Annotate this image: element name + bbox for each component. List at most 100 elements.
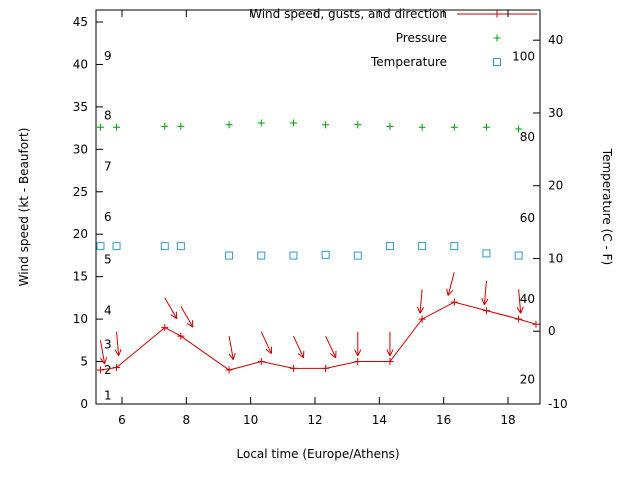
gust-arrow-head bbox=[265, 348, 272, 354]
fahrenheit-label: 40 bbox=[520, 292, 535, 306]
left-axis-title: Wind speed (kt - Beaufort) bbox=[17, 128, 31, 287]
wind-speed-point bbox=[177, 332, 185, 340]
left-tick-label: 20 bbox=[73, 227, 88, 241]
beaufort-label: 6 bbox=[104, 210, 112, 224]
legend-pressure-sample-icon bbox=[493, 34, 501, 42]
wind-speed-point bbox=[482, 307, 490, 315]
legend: Wind speed, gusts, and direction Pressur… bbox=[250, 7, 537, 69]
temperature-point bbox=[482, 249, 491, 258]
temperature-point bbox=[176, 242, 185, 251]
fahrenheit-labels: 20 40 60 80 100 bbox=[512, 49, 535, 386]
wind-speed-point bbox=[225, 366, 233, 374]
gust-arrow-head bbox=[170, 314, 178, 320]
wind-series bbox=[96, 298, 540, 374]
pressure-series bbox=[96, 119, 523, 133]
gust-arrow bbox=[228, 336, 236, 361]
wind-speed-point bbox=[113, 363, 121, 371]
gust-arrow-shaft bbox=[99, 340, 106, 365]
temperature-point bbox=[289, 251, 298, 260]
legend-pressure-marker bbox=[493, 34, 501, 42]
gust-arrow bbox=[417, 289, 425, 314]
temperature-point bbox=[385, 242, 394, 251]
gust-arrow-shaft bbox=[419, 289, 423, 314]
temperature-point bbox=[225, 251, 234, 260]
gust-arrow-head bbox=[354, 349, 359, 357]
wind-speed-point bbox=[450, 298, 458, 306]
legend-temperature-marker bbox=[493, 58, 501, 66]
gust-arrow-head bbox=[446, 288, 449, 296]
pressure-point bbox=[450, 123, 458, 131]
x-axis-title: Local time (Europe/Athens) bbox=[237, 447, 400, 461]
pressure-point bbox=[257, 119, 265, 127]
gust-arrow-shaft bbox=[228, 336, 234, 360]
gust-arrow bbox=[164, 297, 178, 320]
pressure-point bbox=[482, 123, 490, 131]
fahrenheit-label: 20 bbox=[520, 373, 535, 387]
pressure-point bbox=[322, 121, 330, 129]
beaufort-label: 4 bbox=[104, 304, 112, 318]
gust-arrow-head bbox=[104, 357, 108, 365]
temperature-point bbox=[450, 242, 459, 251]
pressure-point bbox=[386, 122, 394, 130]
pressure-point bbox=[418, 123, 426, 131]
x-tick-label: 12 bbox=[307, 413, 322, 427]
beaufort-label: 9 bbox=[104, 49, 112, 63]
generated-plot-content: 6 8 10 12 14 16 18051015202530354045-100102030… bbox=[73, 10, 568, 427]
gust-arrow-shaft bbox=[447, 272, 455, 296]
gust-arrow bbox=[292, 335, 305, 359]
temperature-series bbox=[96, 242, 523, 260]
gust-arrow bbox=[180, 306, 194, 328]
gust-arrow-head bbox=[481, 298, 485, 306]
temperature-point bbox=[160, 242, 169, 251]
beaufort-labels: 1 2 3 4 5 6 7 8 9 bbox=[104, 49, 112, 403]
gust-arrow-head bbox=[389, 349, 394, 357]
left-tick-label: 10 bbox=[73, 312, 88, 326]
pressure-point bbox=[289, 119, 297, 127]
temperature-point bbox=[96, 242, 105, 251]
pressure-point bbox=[161, 122, 169, 130]
x-tick-label: 18 bbox=[500, 413, 515, 427]
beaufort-label: 1 bbox=[104, 389, 112, 403]
pressure-point bbox=[225, 121, 233, 129]
fahrenheit-label: 80 bbox=[520, 130, 535, 144]
gust-arrow-head bbox=[357, 349, 362, 357]
fahrenheit-label: 60 bbox=[520, 211, 535, 225]
wind-speed-point bbox=[289, 364, 297, 372]
gust-arrow-head bbox=[100, 358, 106, 365]
left-tick-label: 25 bbox=[73, 185, 88, 199]
left-tick-label: 30 bbox=[73, 142, 88, 156]
gust-arrow bbox=[260, 331, 273, 354]
gust-arrow bbox=[354, 331, 362, 357]
gust-arrow-head bbox=[516, 307, 522, 314]
pressure-point bbox=[515, 125, 523, 133]
gust-arrow-shaft bbox=[518, 289, 522, 314]
gust-arrow bbox=[99, 340, 108, 365]
gust-arrow-shaft bbox=[164, 297, 178, 319]
gust-arrow-head bbox=[297, 353, 304, 359]
beaufort-label: 2 bbox=[104, 363, 112, 377]
plot-border bbox=[95, 9, 541, 405]
legend-wind-sample-icon bbox=[457, 10, 537, 18]
gust-arrow-head bbox=[386, 349, 391, 357]
beaufort-label: 8 bbox=[104, 108, 112, 122]
gust-arrow bbox=[114, 331, 122, 357]
left-tick-label: 40 bbox=[73, 57, 88, 71]
gust-arrow-head bbox=[483, 298, 489, 306]
x-tick-label: 10 bbox=[243, 413, 258, 427]
gust-vectors bbox=[99, 272, 524, 365]
left-tick-label: 45 bbox=[73, 15, 88, 29]
gust-arrow-head bbox=[419, 307, 425, 314]
left-tick-label: 15 bbox=[73, 270, 88, 284]
gust-arrow-head bbox=[228, 353, 234, 361]
gust-arrow-head bbox=[118, 349, 122, 356]
right-tick-label: 30 bbox=[548, 106, 563, 120]
right-tick-label: 40 bbox=[548, 33, 563, 47]
right-ticks: -10 0 10 20 30 40 bbox=[533, 33, 568, 411]
gust-arrow-head bbox=[114, 349, 120, 357]
temperature-point bbox=[257, 251, 266, 260]
temperature-point bbox=[112, 242, 121, 251]
gust-arrow-shaft bbox=[260, 331, 272, 354]
temperature-point bbox=[353, 251, 362, 260]
